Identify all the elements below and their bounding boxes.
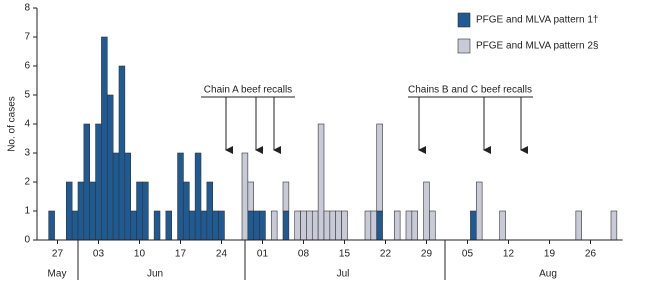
bar [212,210,219,241]
bar [130,210,137,241]
legend-swatch [457,38,471,54]
bar [329,210,337,241]
bar [183,181,190,241]
bar [188,210,196,241]
bar [142,181,149,241]
x-tick-label: 19 [544,249,556,260]
bar [405,210,413,241]
annotation: Chains B and C beef recalls [408,85,532,96]
bar [317,123,325,241]
bar [364,210,372,241]
bar [200,210,208,241]
bar [282,210,290,241]
annotation-bc: Chains B and C beef recalls [408,85,533,154]
y-tick-label: 3 [24,148,30,159]
bar [89,181,96,241]
bar [106,94,114,241]
bar [247,210,255,241]
bar [423,181,430,241]
x-tick-label: 08 [298,249,310,260]
y-tick-label: 8 [24,3,30,14]
bar [499,210,506,241]
x-tick-label: 27 [52,249,64,260]
month-label: Aug [539,269,557,280]
x-tick-label: 26 [585,249,597,260]
bar [136,181,143,241]
bar [575,210,583,241]
bar [101,36,108,241]
bar [370,210,378,241]
bar [71,210,79,241]
y-tick-label: 5 [24,90,30,101]
bar [470,210,477,241]
month-label: Jul [337,269,350,280]
x-tick-label: 24 [216,249,228,260]
month-label: May [48,269,67,280]
y-tick-label: 2 [24,177,30,188]
x-tick-label: 03 [93,249,105,260]
y-axis-label: No. of cases [7,96,18,152]
bar [253,210,260,241]
legend-swatch [457,12,471,28]
bar [77,181,85,241]
y-tick-label: 6 [24,61,30,72]
bar [393,210,401,241]
bar [270,210,278,241]
bar [300,210,307,241]
annotation: Chain A beef recalls [204,85,292,96]
bar [48,210,55,241]
x-tick-label: 05 [462,249,474,260]
y-tick-label: 0 [24,235,30,246]
x-tick-label: 01 [257,249,269,260]
bar [153,210,161,241]
x-tick-label: 17 [175,249,187,260]
bar [218,210,225,241]
bar [475,181,483,241]
bar [112,152,120,241]
bar [376,210,383,241]
y-tick-label: 1 [24,206,30,217]
bar [311,210,319,241]
bar [335,210,342,241]
x-tick-label: 22 [380,249,392,260]
bar [429,210,436,241]
legend-label: PFGE and MLVA pattern 1† [476,15,598,26]
y-tick-label: 7 [24,32,30,43]
bar [194,152,202,241]
bar [247,181,255,212]
bar [259,210,266,241]
x-tick-label: 12 [503,249,515,260]
bar [241,152,249,241]
bar [376,123,383,212]
legend-label: PFGE and MLVA pattern 2§ [476,41,598,52]
x-tick-label: 29 [421,249,433,260]
bar [95,123,102,241]
bar [610,210,618,241]
bar [294,210,301,241]
bar [282,181,290,212]
bar [83,123,91,241]
month-label: Jun [147,269,163,280]
bar [177,152,184,241]
bar [411,210,419,241]
y-tick-label: 4 [24,119,30,130]
bar [341,210,348,241]
bar [323,210,331,241]
bar [124,152,132,241]
bar [118,65,126,241]
bar [206,181,214,241]
bar [165,210,173,241]
x-tick-label: 10 [134,249,146,260]
annotation-a: Chain A beef recalls [201,85,295,154]
x-tick-label: 15 [339,249,351,260]
bar [65,181,73,241]
bar [306,210,313,241]
